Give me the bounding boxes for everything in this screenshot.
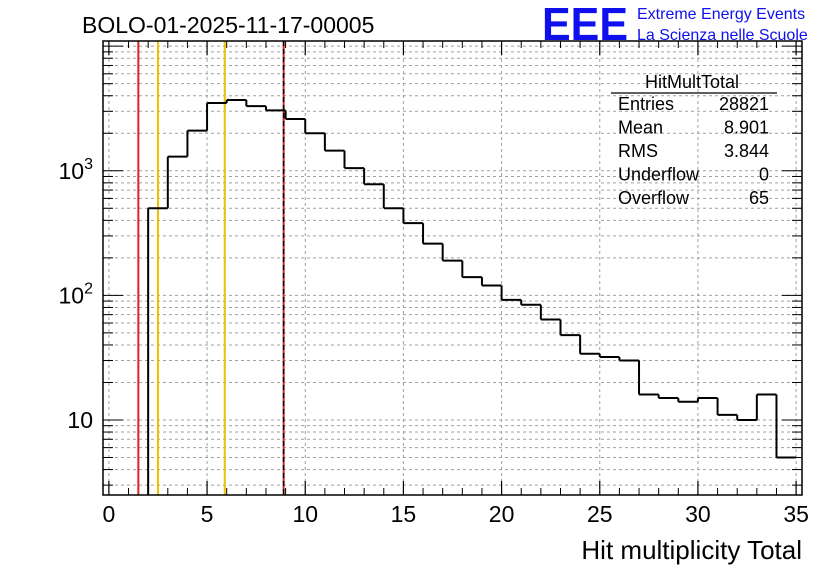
eee-logo-text: EEE <box>542 0 628 50</box>
marker-lines <box>137 41 285 495</box>
stats-value: 0 <box>759 165 769 185</box>
x-tick-label: 25 <box>587 501 613 527</box>
stats-rows: Entries 28821 Mean 8.901 RMS 3.844 Underflow 0 O… <box>618 94 769 208</box>
stats-box: HitMultTotal Entries 28821 Mean 8.901 RMS 3.8… <box>611 72 777 208</box>
eee-logo: EEE Extreme Energy Events La Scienza nel… <box>542 0 808 50</box>
x-tick-label: 10 <box>292 501 318 527</box>
x-tick-label: 15 <box>391 501 417 527</box>
brand-line-2: La Scienza nelle Scuole <box>637 27 808 44</box>
x-tick-label: 0 <box>102 501 115 527</box>
stats-label: Entries <box>618 94 674 114</box>
grid-lines <box>103 41 802 495</box>
plot-frame <box>102 40 803 496</box>
stats-value: 28821 <box>719 94 769 114</box>
x-tick-labels: 0 5 10 15 20 25 30 35 <box>102 501 808 527</box>
y-tick-exponent: 3 <box>84 156 93 173</box>
stats-label: Underflow <box>618 165 700 185</box>
stats-value: 8.901 <box>724 118 769 138</box>
x-tick-label: 5 <box>201 501 214 527</box>
y-tick-label: 103 <box>59 156 94 184</box>
stats-label: Overflow <box>618 188 690 208</box>
brand-line-1: Extreme Energy Events <box>637 6 805 23</box>
stats-label: Mean <box>618 118 663 138</box>
x-tick-label: 35 <box>783 501 809 527</box>
y-tick-label: 102 <box>59 280 94 308</box>
stats-value: 65 <box>749 188 769 208</box>
y-tick-exponent: 2 <box>84 280 93 297</box>
histogram-bars <box>147 98 797 495</box>
y-tick-label: 10 <box>67 407 93 433</box>
x-tick-label: 20 <box>489 501 515 527</box>
x-axis-label: Hit multiplicity Total <box>581 535 802 565</box>
y-tick-labels: 10 102 103 <box>59 156 94 433</box>
stats-value: 3.844 <box>724 141 769 161</box>
chart-title: BOLO-01-2025-11-17-00005 <box>82 12 374 38</box>
stats-title: HitMultTotal <box>645 72 739 92</box>
axis-ticks <box>103 41 802 495</box>
stats-label: RMS <box>618 141 658 161</box>
x-tick-label: 30 <box>685 501 711 527</box>
